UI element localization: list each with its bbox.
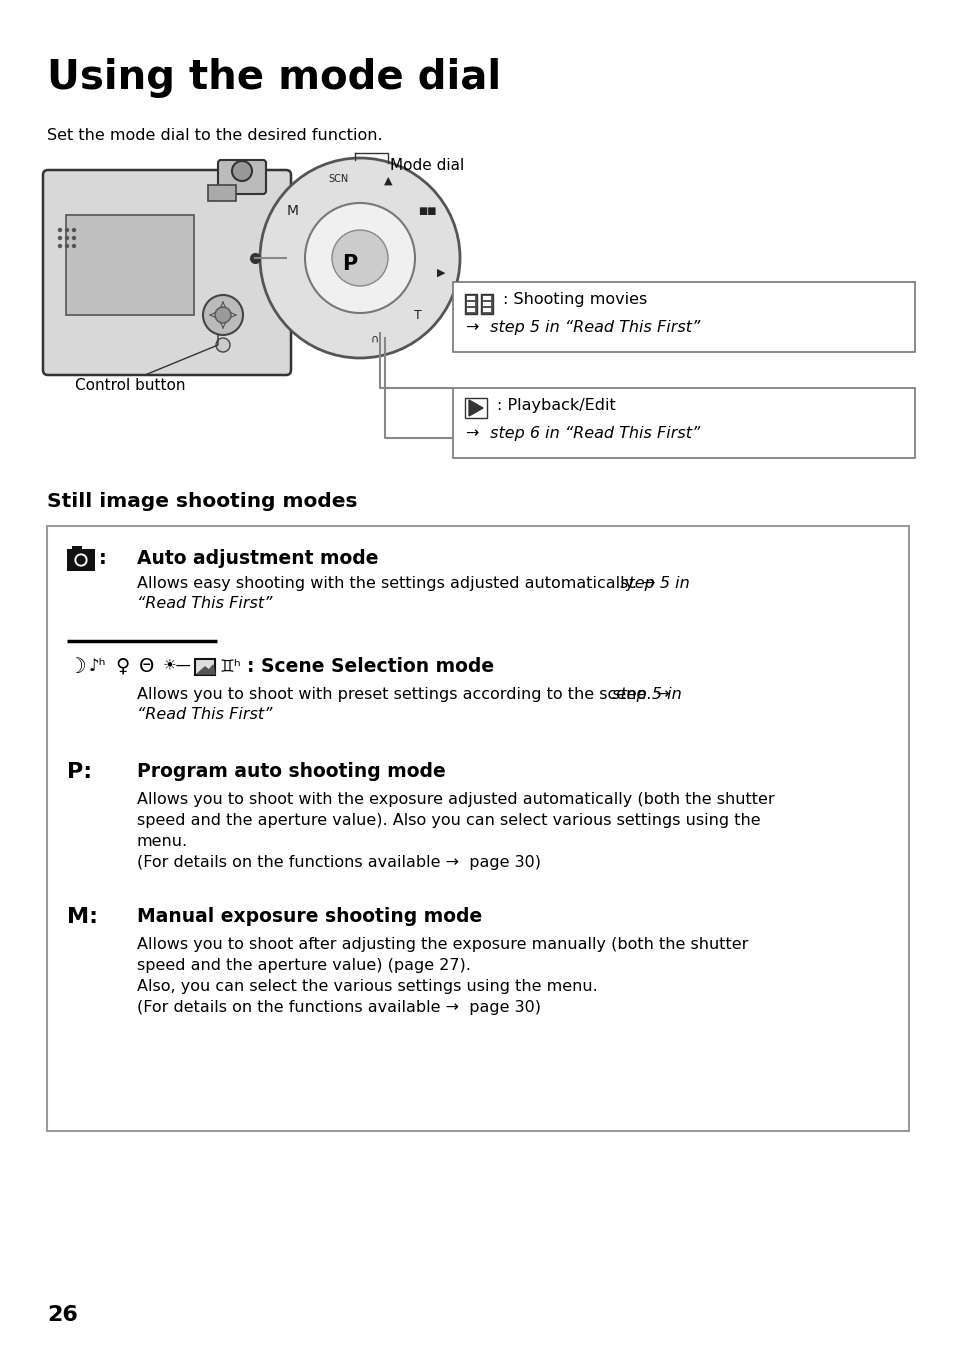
Text: step 5 in: step 5 in — [615, 575, 689, 592]
Text: ♀: ♀ — [115, 657, 129, 676]
Text: ♪ʰ: ♪ʰ — [89, 657, 107, 674]
Circle shape — [58, 236, 61, 239]
Text: Θ: Θ — [139, 657, 154, 676]
Bar — [453, 388, 914, 459]
Circle shape — [215, 338, 230, 351]
Text: P: P — [341, 254, 356, 274]
Text: →: → — [464, 426, 477, 441]
Text: M: M — [287, 204, 298, 218]
Circle shape — [72, 236, 75, 239]
Circle shape — [305, 204, 415, 313]
Bar — [194, 660, 214, 674]
Text: 26: 26 — [47, 1305, 78, 1324]
Text: T: T — [414, 309, 421, 323]
Text: Allows you to shoot with the exposure adjusted automatically (both the shutter
s: Allows you to shoot with the exposure ad… — [137, 792, 774, 870]
Circle shape — [77, 556, 85, 565]
Circle shape — [74, 554, 88, 567]
Bar — [482, 303, 491, 305]
Text: “Read This First”: “Read This First” — [137, 596, 273, 611]
Bar — [467, 296, 475, 300]
Bar — [66, 214, 193, 315]
Circle shape — [66, 236, 69, 239]
Circle shape — [203, 294, 243, 335]
Text: Mode dial: Mode dial — [390, 157, 464, 172]
Text: Auto adjustment mode: Auto adjustment mode — [137, 550, 378, 569]
Circle shape — [72, 244, 75, 247]
Bar — [480, 294, 493, 313]
Bar — [482, 308, 491, 312]
FancyBboxPatch shape — [43, 170, 291, 375]
Text: Allows you to shoot with preset settings according to the scene. →: Allows you to shoot with preset settings… — [137, 687, 669, 702]
Text: ☽: ☽ — [67, 657, 86, 677]
Circle shape — [232, 161, 252, 180]
Bar — [467, 303, 475, 305]
Text: Using the mode dial: Using the mode dial — [47, 58, 500, 98]
Circle shape — [72, 228, 75, 232]
Circle shape — [58, 244, 61, 247]
Text: M:: M: — [67, 906, 98, 927]
Text: Control button: Control button — [75, 379, 185, 394]
Text: step 5 in: step 5 in — [606, 687, 681, 702]
Text: Manual exposure shooting mode: Manual exposure shooting mode — [137, 906, 482, 925]
Bar — [71, 546, 82, 551]
Polygon shape — [469, 400, 482, 417]
Bar — [467, 308, 475, 312]
Circle shape — [260, 157, 459, 358]
Bar — [464, 294, 476, 313]
Text: step 5 in “Read This First”: step 5 in “Read This First” — [484, 320, 700, 335]
Bar — [453, 282, 914, 351]
Text: ■■: ■■ — [417, 206, 436, 216]
Text: step 6 in “Read This First”: step 6 in “Read This First” — [484, 426, 700, 441]
Text: ▶: ▶ — [436, 267, 444, 277]
Text: Allows easy shooting with the settings adjusted automatically. →: Allows easy shooting with the settings a… — [137, 575, 655, 592]
Circle shape — [66, 228, 69, 232]
Bar — [482, 296, 491, 300]
Text: Set the mode dial to the desired function.: Set the mode dial to the desired functio… — [47, 128, 382, 142]
Circle shape — [332, 229, 388, 286]
Text: SCN: SCN — [328, 174, 349, 183]
FancyBboxPatch shape — [218, 160, 266, 194]
Text: P:: P: — [67, 763, 92, 782]
Text: “Read This First”: “Read This First” — [137, 707, 273, 722]
Text: : Shooting movies: : Shooting movies — [502, 292, 646, 307]
Bar — [67, 550, 95, 571]
Text: Allows you to shoot after adjusting the exposure manually (both the shutter
spee: Allows you to shoot after adjusting the … — [137, 936, 747, 1015]
Text: ▲: ▲ — [383, 176, 392, 186]
Text: :: : — [99, 550, 107, 569]
Text: : Playback/Edit: : Playback/Edit — [497, 398, 615, 413]
Text: →: → — [464, 320, 477, 335]
Circle shape — [58, 228, 61, 232]
Text: Program auto shooting mode: Program auto shooting mode — [137, 763, 445, 782]
Text: : Scene Selection mode: : Scene Selection mode — [247, 657, 494, 676]
Bar — [47, 527, 908, 1130]
Text: Still image shooting modes: Still image shooting modes — [47, 493, 357, 512]
Circle shape — [66, 244, 69, 247]
Circle shape — [214, 307, 231, 323]
Text: ♊ʰ: ♊ʰ — [219, 657, 240, 674]
Text: ☀—: ☀— — [163, 657, 192, 672]
Bar — [208, 185, 235, 201]
Bar — [464, 398, 486, 418]
Text: ∩: ∩ — [370, 334, 378, 343]
Polygon shape — [196, 665, 214, 674]
